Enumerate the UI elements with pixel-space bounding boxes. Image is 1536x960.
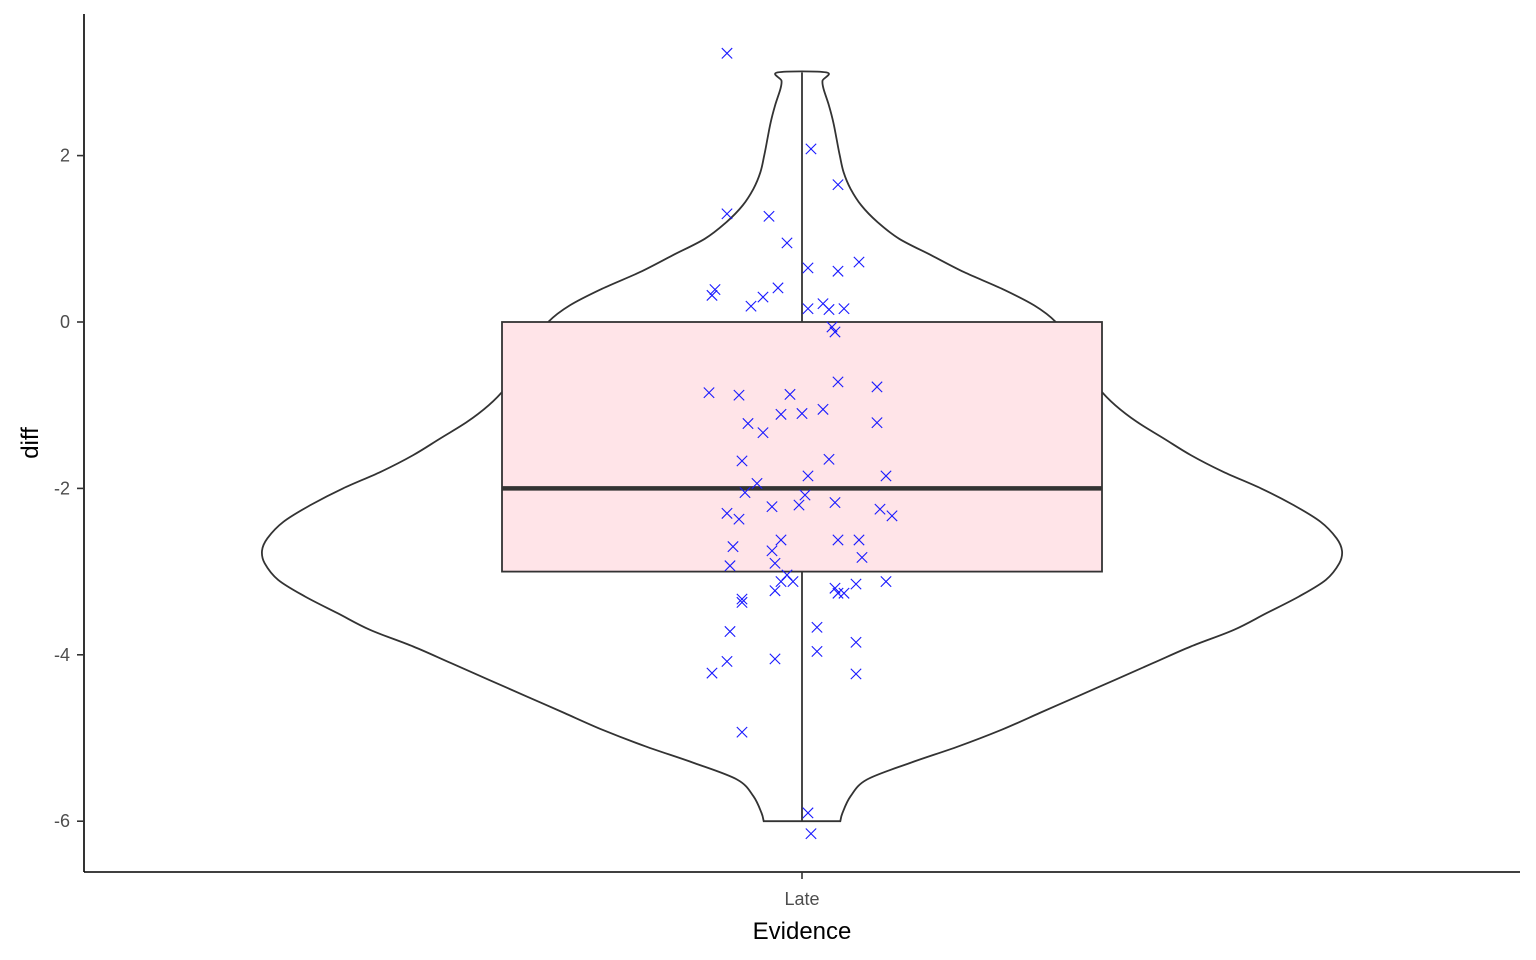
data-point [709, 283, 721, 296]
y-axis: -6 -4 -2 0 2 [54, 14, 85, 872]
plot-area [260, 47, 1344, 840]
data-point [799, 489, 811, 501]
data-point [838, 303, 850, 315]
data-point [787, 575, 799, 588]
jitter-points [703, 47, 898, 840]
data-point [721, 507, 733, 519]
data-point [724, 560, 736, 572]
data-point [736, 596, 748, 608]
data-point [838, 587, 850, 599]
data-point [850, 636, 862, 648]
data-point [802, 303, 814, 315]
data-point [763, 210, 775, 222]
data-point [832, 376, 844, 388]
y-tick-label: -6 [54, 811, 70, 831]
data-point [721, 208, 733, 220]
data-point [757, 427, 769, 439]
data-point [793, 499, 805, 511]
data-point [736, 726, 748, 738]
violin-shape [260, 70, 1344, 823]
boxplot [501, 72, 1103, 822]
data-point [721, 655, 733, 668]
x-tick-label: Late [784, 889, 819, 909]
data-point [703, 387, 715, 399]
data-point [886, 510, 898, 522]
data-point [733, 389, 745, 401]
data-point [736, 593, 748, 605]
data-point [850, 668, 862, 680]
data-point [817, 403, 829, 415]
data-point [853, 256, 865, 268]
data-point [832, 265, 844, 277]
data-point [832, 534, 844, 546]
data-point [727, 541, 739, 553]
data-point [823, 303, 835, 316]
data-point [739, 486, 751, 499]
data-point [880, 575, 892, 588]
data-point [781, 237, 793, 249]
data-point [823, 453, 835, 465]
x-axis-title: Evidence [753, 918, 852, 945]
data-point [871, 381, 883, 393]
data-point [811, 621, 823, 633]
data-point [757, 291, 769, 303]
data-point [856, 551, 868, 564]
data-point [751, 477, 763, 489]
y-tick-label: -2 [54, 478, 70, 498]
data-point [880, 470, 892, 482]
data-point [745, 300, 757, 312]
data-point [769, 653, 781, 665]
data-point [721, 47, 733, 59]
data-point [784, 388, 796, 400]
data-point [805, 828, 817, 840]
data-point [832, 587, 844, 599]
data-point [850, 578, 862, 590]
data-point [706, 289, 718, 301]
data-point [805, 143, 817, 155]
box-iqr [501, 321, 1103, 573]
data-point [766, 501, 778, 513]
data-point [802, 807, 814, 819]
data-point [811, 645, 823, 658]
data-point [766, 545, 778, 557]
data-point [829, 496, 841, 509]
data-point [826, 321, 838, 333]
y-tick-label: -4 [54, 645, 70, 665]
data-point [736, 455, 748, 467]
data-point [871, 417, 883, 429]
data-point [772, 282, 784, 294]
data-point [832, 179, 844, 191]
data-point [802, 470, 814, 482]
data-point [874, 503, 886, 515]
data-point [742, 417, 754, 430]
y-tick-label: 0 [60, 312, 70, 332]
data-point [796, 407, 808, 420]
data-point [802, 262, 814, 274]
y-axis-title: diff [17, 427, 44, 459]
data-point [775, 534, 787, 546]
y-tick-label: 2 [60, 146, 70, 166]
data-point [733, 513, 745, 525]
x-axis: Late [84, 871, 1520, 909]
data-point [724, 625, 736, 638]
data-point [769, 557, 781, 569]
data-point [829, 326, 841, 338]
data-point [775, 575, 787, 588]
data-point [769, 585, 781, 597]
data-point [775, 408, 787, 420]
data-point [706, 667, 718, 679]
data-point [829, 582, 841, 594]
data-point [853, 534, 865, 546]
